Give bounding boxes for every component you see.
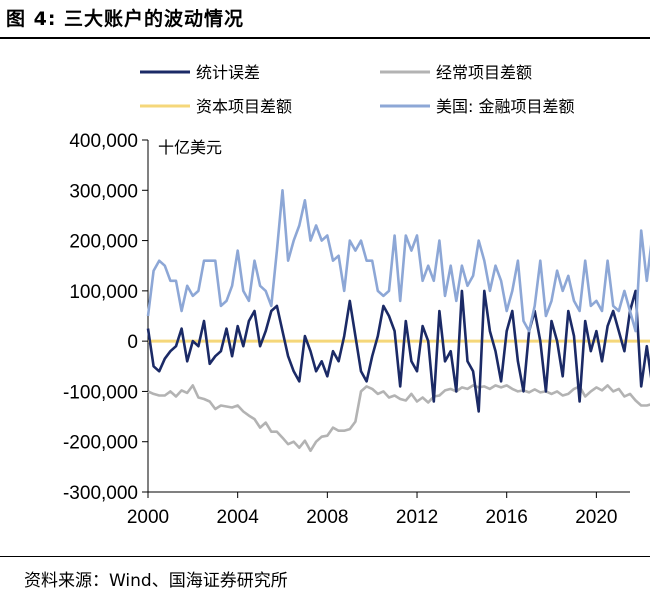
source-note: 资料来源：Wind、国海证券研究所	[24, 571, 288, 591]
series-layer	[146, 189, 650, 453]
legend-label-statistical-error: 统计误差	[196, 63, 260, 82]
x-tick-label: 2000	[127, 507, 169, 528]
y-tick-label: 200,000	[69, 232, 138, 253]
y-unit-label: 十亿美元	[158, 138, 222, 157]
series-line-statistical-error	[146, 289, 650, 413]
legend-label-current-account: 经常项目差额	[436, 63, 532, 82]
y-tick-label: 400,000	[69, 131, 138, 152]
figure-title: 图 4: 三大账户的波动情况	[6, 8, 245, 30]
y-tick-label: 100,000	[69, 282, 138, 303]
title-divider	[0, 37, 650, 39]
x-tick-label: 2012	[396, 507, 438, 528]
legend-label-capital-account: 资本项目差额	[196, 97, 292, 116]
y-tick-label: -100,000	[63, 382, 138, 403]
series-line-current-account	[147, 384, 650, 453]
x-tick-label: 2020	[575, 507, 617, 528]
x-axis: 2000 2004 2008 2012 2016 2020	[127, 491, 630, 528]
x-tick-label: 2004	[217, 507, 260, 528]
series-line-us-financial-account	[146, 189, 650, 333]
title-bar: 图 4: 三大账户的波动情况	[0, 0, 650, 40]
x-tick-label: 2016	[486, 507, 528, 528]
x-tick-label: 2008	[306, 507, 348, 528]
source-divider	[0, 556, 650, 557]
y-tick-label: -300,000	[63, 483, 138, 504]
y-tick-label: 0	[127, 332, 138, 353]
y-axis: -300,000 -200,000 -100,000 0 100,000 200,000 3…	[63, 131, 149, 504]
y-tick-label: 300,000	[69, 181, 138, 202]
y-tick-label: -200,000	[63, 433, 138, 454]
legend-label-us-financial-account: 美国: 金融项目差额	[436, 97, 574, 116]
